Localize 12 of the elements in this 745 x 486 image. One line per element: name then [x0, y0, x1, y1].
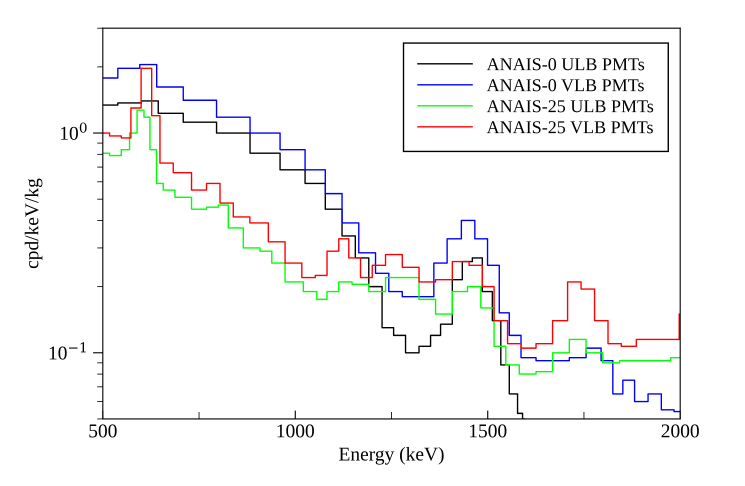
x-tick-label: 1000 — [278, 424, 314, 438]
x-tick-label: 2000 — [662, 424, 699, 438]
legend-label: ANAIS-25 VLB PMTs — [486, 121, 653, 134]
legend-label: ANAIS-25 ULB PMTs — [486, 100, 654, 112]
x-tick-label: 1500 — [470, 424, 506, 438]
x-tick-label: 500 — [89, 424, 117, 438]
y-axis-title: cpd/keV/kg — [24, 178, 42, 268]
y-tick-label: 10$^{0}$ — [60, 122, 87, 140]
y-tick-label: 10$^{−1}$ — [50, 342, 86, 360]
legend-label: ANAIS-0 ULB PMTs — [486, 58, 644, 70]
x-axis-title: Energy (keV) — [339, 446, 444, 465]
legend-label: ANAIS-0 VLB PMTs — [486, 79, 644, 92]
